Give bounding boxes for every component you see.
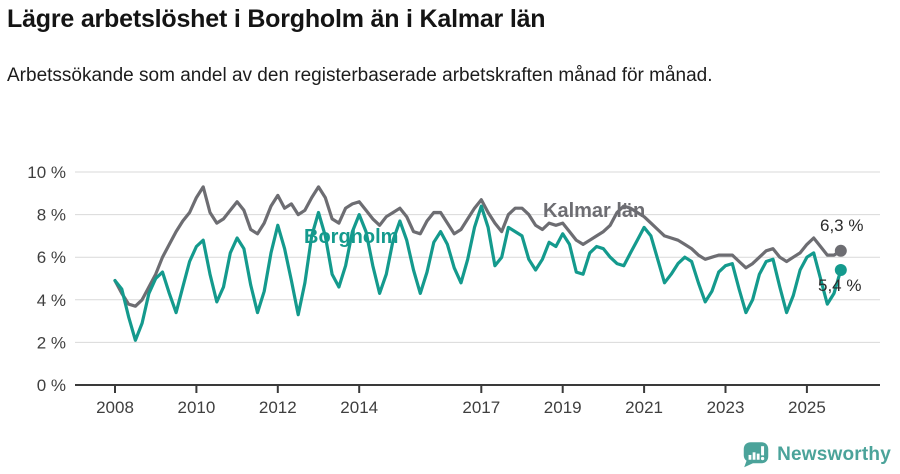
chart-header: Lägre arbetslöshet i Borgholm än i Kalma…	[7, 4, 887, 92]
end-value-label-borgholm: 5,4 %	[818, 276, 862, 295]
series-end-dot-borgholm	[834, 263, 847, 276]
y-tick-label: 8 %	[37, 206, 66, 225]
series-label-kalmar: Kalmar län	[543, 200, 646, 222]
y-tick-label: 6 %	[37, 248, 66, 267]
newsworthy-brand-text: Newsworthy	[777, 443, 891, 465]
y-tick-label: 4 %	[37, 291, 66, 310]
chart-subtitle: Arbetssökande som andel av den registerb…	[7, 65, 713, 86]
x-tick-label: 2021	[625, 398, 663, 417]
y-tick-label: 10 %	[27, 163, 66, 182]
series-label-borgholm: Borgholm	[304, 226, 399, 248]
x-tick-label: 2023	[707, 398, 745, 417]
x-tick-label: 2010	[177, 398, 215, 417]
x-tick-label: 2014	[340, 398, 378, 417]
x-tick-label: 2017	[462, 398, 500, 417]
line-chart-plot: 0 % 2 % 4 % 6 % 8 % 10 % 2008 2010 2012 2014 2017 2…	[27, 163, 880, 417]
x-tick-label: 2019	[544, 398, 582, 417]
x-tick-label: 2008	[96, 398, 134, 417]
series-end-dot-kalmar	[834, 244, 847, 257]
newsworthy-attribution: Newsworthy	[742, 440, 891, 469]
newsworthy-logo-icon	[743, 442, 769, 468]
chart-title: Lägre arbetslöshet i Borgholm än i Kalma…	[7, 5, 546, 33]
series-line-borgholm	[113, 204, 843, 342]
series-line-kalmar	[113, 185, 843, 308]
x-tick-label: 2025	[788, 398, 826, 417]
y-tick-label: 0 %	[37, 376, 66, 395]
chart-area: 0 % 2 % 4 % 6 % 8 % 10 % 2008 2010 2012 2014 2017 2…	[0, 140, 900, 440]
y-tick-label: 2 %	[37, 333, 66, 352]
end-value-label-kalmar: 6,3 %	[820, 216, 864, 235]
x-tick-label: 2012	[259, 398, 297, 417]
